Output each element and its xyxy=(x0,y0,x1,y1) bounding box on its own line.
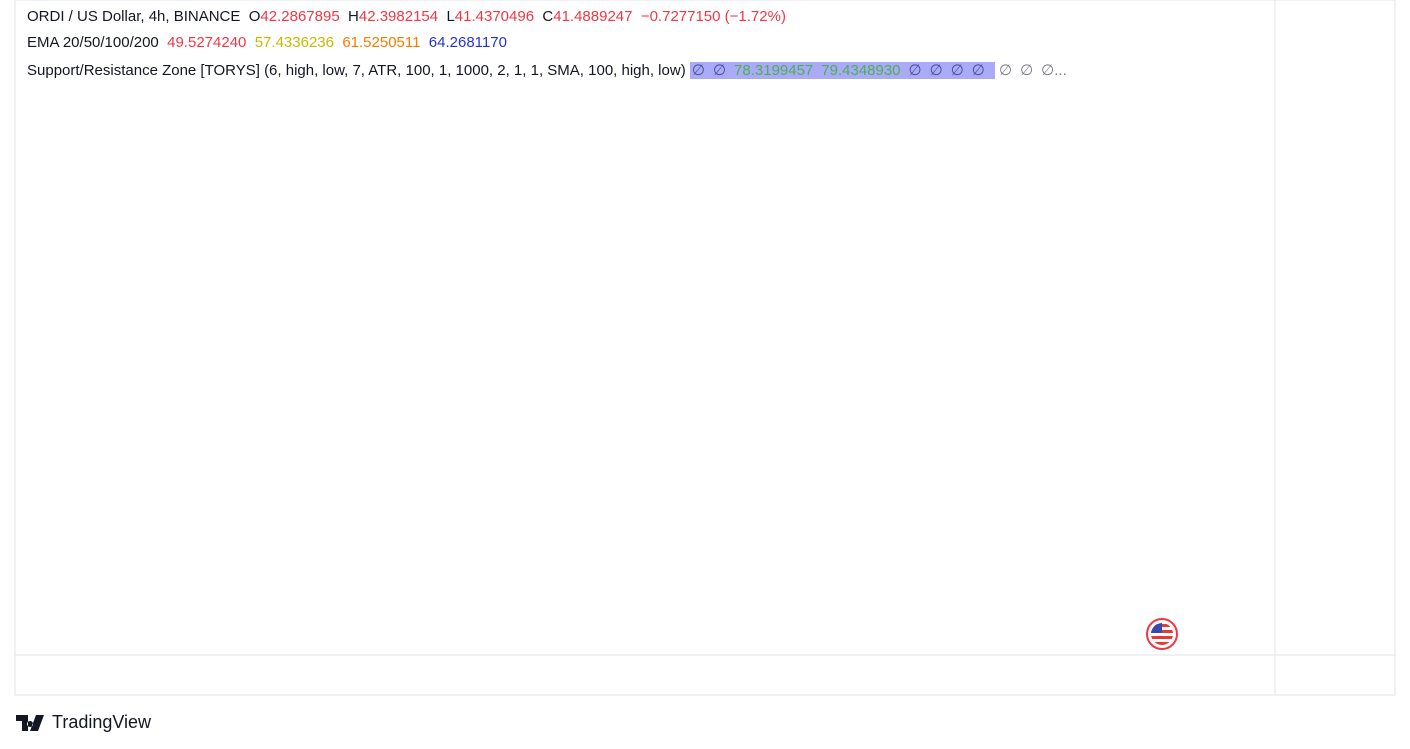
symbol: ORDI / US Dollar, 4h, BINANCE xyxy=(27,8,241,25)
legend-line: Support/Resistance Zone [TORYS] (6, high… xyxy=(27,61,1075,79)
legend-line: ORDI / US Dollar, 4h, BINANCE O42.286789… xyxy=(27,8,786,25)
brand-name: TradingView xyxy=(52,712,152,732)
ohlc-value: 41.4889247 xyxy=(553,8,633,25)
indicator-value: ∅ xyxy=(712,62,727,79)
indicator-value: ∅... xyxy=(1041,62,1067,79)
change: −0.7277150 (−1.72%) xyxy=(640,8,786,25)
ohlc-value: 41.4370496 xyxy=(454,8,535,25)
indicator-value: 64.2681170 xyxy=(428,34,507,51)
indicator-value: 61.5250511 xyxy=(342,34,421,51)
indicator-title: Support/Resistance Zone [TORYS] (6, high… xyxy=(27,62,686,79)
brand: TradingView xyxy=(16,712,151,733)
indicator-value: ∅ xyxy=(1020,62,1034,79)
brand-logo xyxy=(16,714,44,731)
ohlc-label: C xyxy=(542,8,554,25)
indicator-value: ∅ xyxy=(929,62,943,79)
indicator-value: 57.4336236 xyxy=(254,34,334,51)
ohlc-label: O xyxy=(248,8,261,25)
legend-line: EMA 20/50/100/200 49.5274240 57.4336236 … xyxy=(27,34,507,51)
ohlc-value: 42.3982154 xyxy=(358,8,439,25)
indicator-values: ∅ ∅ 78.3199457 79.4348930 ∅ ∅ ∅ ∅ xyxy=(689,62,995,79)
indicator-value: ∅ xyxy=(691,62,705,79)
ohlc-label: H xyxy=(348,8,359,25)
indicator-title: EMA 20/50/100/200 xyxy=(27,34,159,51)
indicator-values: ∅ ∅ ∅... xyxy=(999,62,1075,79)
indicator-value: 49.5274240 xyxy=(167,34,247,51)
indicator-value: ∅ xyxy=(950,62,964,79)
chart-frame xyxy=(14,0,1396,696)
indicator-value: ∅ xyxy=(908,62,922,79)
indicator-value: 79.4348930 xyxy=(821,62,901,79)
indicator-value: ∅ xyxy=(999,62,1013,79)
indicator-value: ∅ xyxy=(971,62,985,79)
ohlc-value: 42.2867895 xyxy=(260,8,340,25)
flag-icon xyxy=(1146,618,1178,650)
indicator-value: 78.3199457 xyxy=(734,62,814,79)
ohlc-label: L xyxy=(446,8,455,25)
